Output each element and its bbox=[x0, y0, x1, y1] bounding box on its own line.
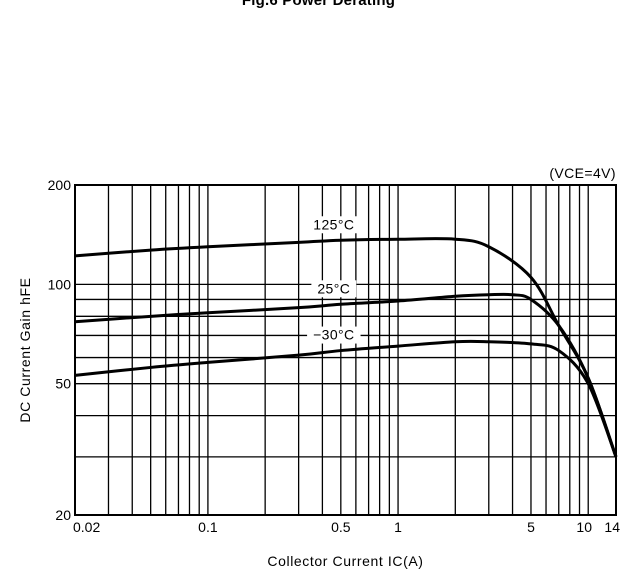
chart-title: Fig.6 Power Derating bbox=[241, 0, 396, 9]
x-tick-label: 14 bbox=[604, 519, 620, 535]
series-line bbox=[74, 339, 618, 458]
x-tick-label: 0.02 bbox=[73, 519, 100, 535]
series-label: 125°C bbox=[313, 216, 354, 232]
y-tick-label: 50 bbox=[55, 376, 71, 392]
y-tick-label: 20 bbox=[55, 507, 71, 523]
x-tick-label: 5 bbox=[527, 519, 535, 535]
curves: 125°C 25°C −30°C bbox=[74, 216, 618, 458]
series-label-bg bbox=[307, 216, 361, 234]
series-label-bg bbox=[311, 280, 357, 298]
series-label-bg bbox=[307, 326, 361, 344]
condition-label: (VCE=4V) bbox=[549, 165, 616, 181]
x-tick-label: 10 bbox=[576, 519, 592, 535]
series-label: −30°C bbox=[313, 327, 354, 343]
series-line bbox=[74, 237, 618, 458]
y-tick-label: 100 bbox=[48, 276, 72, 292]
plot-frame bbox=[74, 184, 617, 516]
y-tick-label: 200 bbox=[48, 177, 72, 193]
x-axis-label: Collector Current IC(A) bbox=[267, 553, 423, 569]
x-tick-label: 0.1 bbox=[198, 519, 218, 535]
series-line bbox=[74, 292, 618, 458]
x-tick-label: 0.5 bbox=[331, 519, 351, 535]
tick-labels: 0.02 0.1 0.5 1 5 10 14 20 50 100 200 bbox=[48, 177, 621, 535]
x-tick-label: 1 bbox=[394, 519, 402, 535]
series-label: 25°C bbox=[317, 280, 350, 296]
y-axis-label: DC Current Gain hFE bbox=[17, 277, 33, 422]
